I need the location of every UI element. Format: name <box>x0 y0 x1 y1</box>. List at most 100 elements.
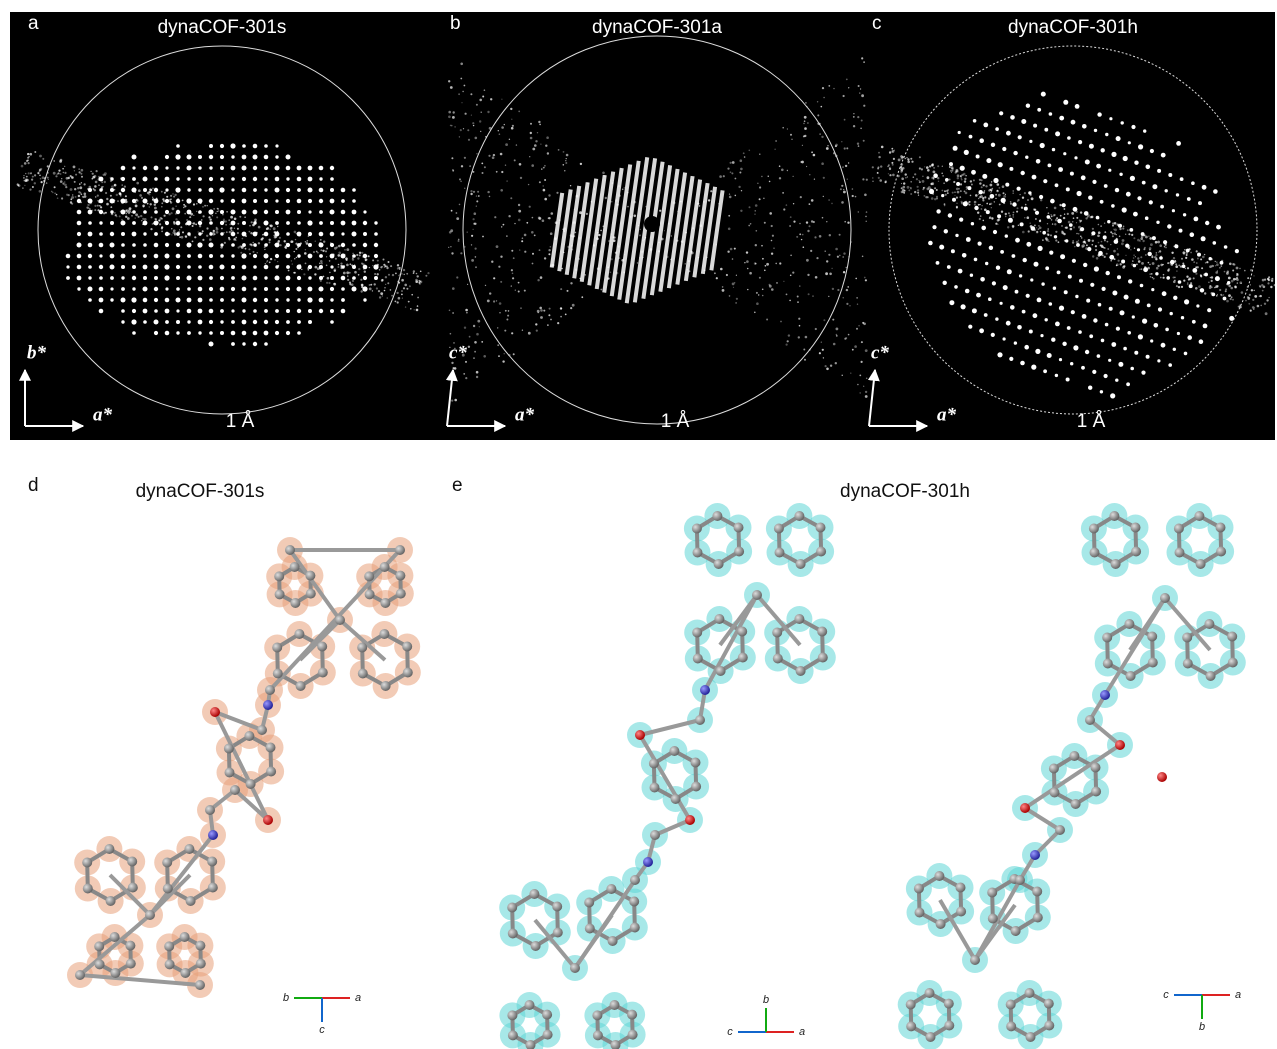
bragg-spot <box>319 243 324 248</box>
noise-dot <box>540 309 543 312</box>
noise-dot <box>326 256 327 257</box>
noise-dot <box>135 217 136 218</box>
noise-dot <box>556 192 558 194</box>
noise-dot <box>963 173 966 176</box>
noise-dot <box>411 294 413 296</box>
noise-dot <box>1050 214 1051 215</box>
noise-dot <box>401 279 404 282</box>
noise-dot <box>472 122 474 124</box>
noise-dot <box>1040 231 1041 232</box>
noise-dot <box>919 180 920 181</box>
noise-dot <box>476 104 478 106</box>
atom <box>208 830 218 840</box>
bragg-spot <box>66 254 71 259</box>
bragg-spot <box>1114 239 1119 244</box>
noise-dot <box>1119 228 1121 230</box>
noise-dot <box>538 121 540 123</box>
noise-dot <box>942 166 943 167</box>
noise-dot <box>929 165 931 167</box>
noise-dot <box>985 185 987 187</box>
noise-dot <box>94 209 96 211</box>
bragg-spot <box>175 154 180 159</box>
bragg-spot <box>1053 287 1056 290</box>
atom <box>817 627 827 637</box>
noise-dot <box>969 201 971 203</box>
bragg-spot <box>947 265 951 269</box>
bragg-spot <box>286 232 290 236</box>
noise-dot <box>1009 215 1011 217</box>
noise-dot <box>1183 280 1185 282</box>
noise-dot <box>488 155 490 157</box>
noise-dot <box>512 273 514 275</box>
noise-dot <box>477 320 480 323</box>
noise-dot <box>729 194 730 195</box>
noise-dot <box>460 129 462 131</box>
bragg-spot <box>1031 365 1036 370</box>
noise-dot <box>248 248 250 250</box>
noise-dot <box>586 213 588 215</box>
bragg-spot <box>1073 207 1078 212</box>
noise-dot <box>828 199 830 201</box>
bragg-spot <box>955 234 958 237</box>
bragg-spot <box>1092 180 1096 184</box>
noise-dot <box>977 212 979 214</box>
noise-dot <box>406 288 408 290</box>
noise-dot <box>772 235 774 237</box>
bragg-spot <box>352 199 356 203</box>
noise-dot <box>1187 282 1188 283</box>
bragg-spot <box>132 309 136 313</box>
noise-dot <box>234 218 237 221</box>
bragg-spot <box>932 225 936 229</box>
noise-dot <box>152 188 154 190</box>
bragg-spot <box>209 254 213 258</box>
noise-dot <box>150 203 152 205</box>
noise-dot <box>450 333 452 335</box>
noise-dot <box>769 284 771 286</box>
noise-dot <box>522 330 523 331</box>
noise-dot <box>1149 247 1152 250</box>
noise-dot <box>464 188 465 189</box>
noise-dot <box>303 273 305 275</box>
noise-dot <box>858 211 859 212</box>
noise-dot <box>1215 261 1216 262</box>
noise-dot <box>799 223 801 225</box>
noise-dot <box>902 167 905 170</box>
noise-dot <box>714 272 716 274</box>
atom <box>1050 788 1060 798</box>
noise-dot <box>762 295 764 297</box>
bragg-spot <box>220 232 223 235</box>
bragg-spot <box>132 210 136 214</box>
noise-dot <box>728 215 730 217</box>
atom <box>610 1000 620 1010</box>
bragg-spot <box>286 287 290 291</box>
bragg-spot <box>121 232 125 236</box>
bragg-spot <box>1018 135 1022 139</box>
noise-dot <box>450 86 453 89</box>
noise-dot <box>228 238 230 240</box>
bragg-spot <box>198 298 203 303</box>
noise-dot <box>845 165 847 167</box>
noise-dot <box>521 240 523 242</box>
noise-dot <box>749 206 751 208</box>
noise-dot <box>1174 280 1176 282</box>
noise-dot <box>979 218 981 220</box>
atom <box>529 889 539 899</box>
bragg-spot <box>297 188 301 192</box>
noise-dot <box>374 283 376 285</box>
noise-dot <box>166 196 168 198</box>
bragg-spot <box>1103 235 1107 239</box>
atom <box>1131 547 1141 557</box>
noise-dot <box>451 125 453 127</box>
noise-dot <box>58 170 60 172</box>
noise-dot <box>481 112 482 113</box>
bragg-spot <box>973 119 977 123</box>
noise-dot <box>1024 217 1025 218</box>
bragg-spot <box>1020 361 1025 366</box>
bragg-spot <box>1115 379 1118 382</box>
triad-label: b <box>763 994 769 1006</box>
noise-dot <box>857 116 859 118</box>
noise-dot <box>813 154 816 157</box>
bragg-spot <box>341 309 346 314</box>
noise-dot <box>103 212 105 214</box>
noise-dot <box>1017 207 1019 209</box>
